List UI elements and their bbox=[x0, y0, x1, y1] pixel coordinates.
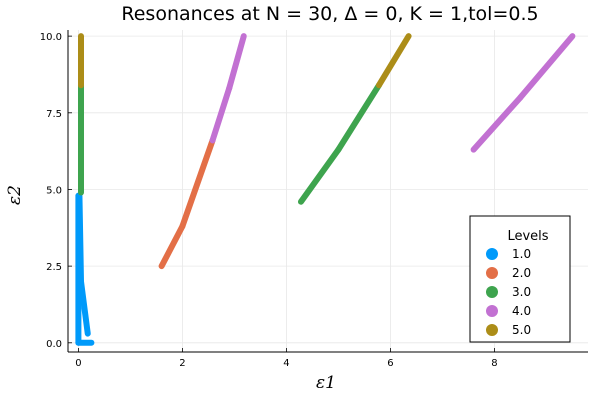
legend-title: Levels bbox=[507, 229, 548, 244]
x-tick-label: 0 bbox=[75, 358, 81, 369]
y-tick-label: 2.5 bbox=[46, 262, 62, 273]
legend-label: 4.0 bbox=[512, 304, 531, 318]
legend-marker bbox=[486, 286, 498, 298]
legend-marker bbox=[486, 267, 498, 279]
series-band bbox=[517, 33, 576, 101]
tick-labels: 0 2 4 6 8 0.0 2.5 5.0 7.5 10.0 bbox=[40, 32, 498, 369]
legend-marker bbox=[486, 248, 498, 260]
series-band bbox=[226, 33, 247, 92]
series-band bbox=[470, 94, 524, 153]
y-tick-label: 0.0 bbox=[46, 339, 62, 350]
series-band bbox=[78, 278, 91, 337]
legend-box bbox=[469, 215, 571, 343]
series-layer bbox=[75, 33, 576, 346]
chart-title: Resonances at N = 30, Δ = 0, K = 1,tol=0… bbox=[121, 3, 538, 25]
legend-label: 1.0 bbox=[512, 247, 531, 261]
chart-title-text: Resonances at N = 30, Δ = 0, K = 1,tol=0… bbox=[121, 3, 538, 25]
axes bbox=[67, 30, 588, 353]
x-tick-label: 4 bbox=[283, 358, 289, 369]
legend-label: 2.0 bbox=[512, 266, 531, 280]
series-4.0 bbox=[209, 33, 576, 153]
series-1.0 bbox=[75, 192, 95, 346]
x-tick-label: 8 bbox=[491, 358, 497, 369]
series-band bbox=[158, 223, 186, 270]
series-2.0 bbox=[158, 137, 216, 270]
legend-marker bbox=[486, 324, 498, 336]
grid-lines bbox=[68, 30, 588, 352]
series-band bbox=[297, 146, 342, 205]
legend-marker bbox=[486, 305, 498, 317]
series-band bbox=[209, 85, 233, 144]
y-tick-label: 7.5 bbox=[46, 109, 62, 120]
series-3.0 bbox=[78, 82, 382, 205]
axis-labels: ε1 ε2 bbox=[5, 185, 336, 393]
legend-label: 3.0 bbox=[512, 285, 531, 299]
legend-label: 5.0 bbox=[512, 323, 531, 337]
series-5.0 bbox=[78, 33, 412, 89]
series-band bbox=[335, 82, 382, 153]
y-tick-label: 5.0 bbox=[46, 185, 62, 196]
x-tick-label: 2 bbox=[179, 358, 185, 369]
y-axis-label: ε2 bbox=[5, 185, 25, 205]
legend: Levels 1.0 2.0 3.0 4.0 5.0 bbox=[469, 215, 571, 343]
x-axis-label: ε1 bbox=[316, 373, 336, 393]
series-band bbox=[375, 33, 412, 89]
y-tick-label: 10.0 bbox=[40, 32, 62, 43]
x-tick-label: 6 bbox=[387, 358, 393, 369]
series-band bbox=[179, 137, 216, 230]
